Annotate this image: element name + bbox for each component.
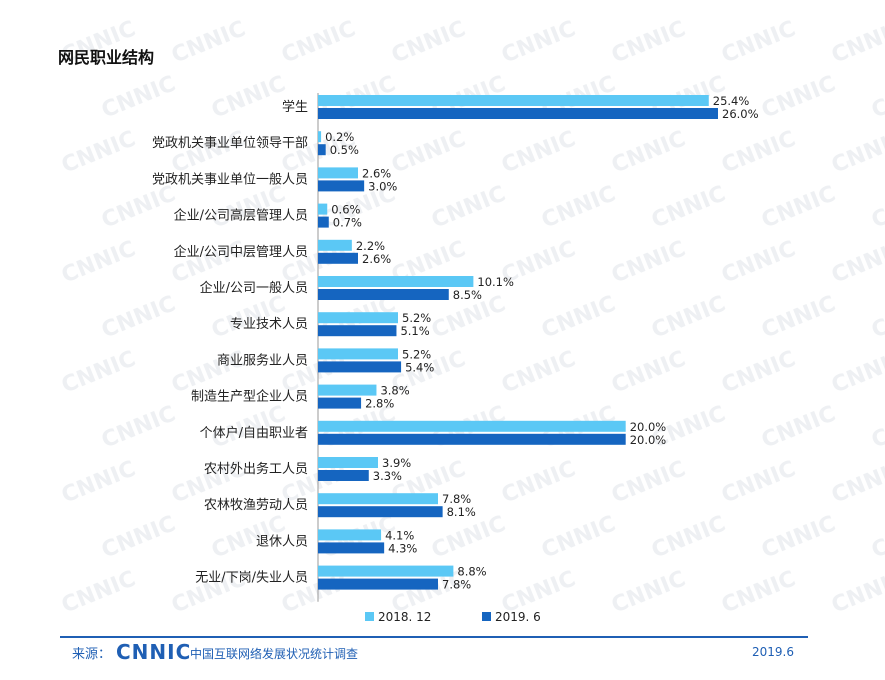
- bar: [318, 529, 382, 541]
- data-label: 5.2%: [402, 347, 431, 361]
- category-label: 退休人员: [256, 534, 308, 549]
- bar: [318, 493, 438, 505]
- bar: [318, 131, 322, 143]
- cnnic-logo: CNNIC: [116, 640, 192, 664]
- data-label: 0.2%: [325, 130, 354, 144]
- data-label: 0.7%: [333, 216, 362, 230]
- category-label: 企业/公司中层管理人员: [174, 244, 308, 260]
- footer-date: 2019.6: [752, 645, 794, 659]
- bar: [318, 506, 443, 518]
- bar: [318, 239, 352, 251]
- bar: [318, 457, 378, 468]
- bar: [318, 203, 328, 215]
- bar: [318, 433, 626, 445]
- data-label: 4.3%: [388, 541, 417, 555]
- data-label: 5.4%: [405, 360, 434, 374]
- footer-source-label: 来源：: [72, 647, 112, 662]
- data-label: 2.8%: [365, 397, 394, 411]
- category-label: 商业服务业人员: [217, 352, 308, 368]
- category-label: 党政机关事业单位一般人员: [152, 171, 308, 187]
- category-label: 个体户/自由职业者: [200, 425, 308, 441]
- data-label: 8.8%: [457, 565, 486, 579]
- data-label: 2.6%: [362, 166, 391, 180]
- bar: [318, 252, 358, 264]
- data-label: 26.0%: [722, 107, 759, 121]
- data-label: 10.1%: [477, 275, 514, 289]
- data-label: 3.0%: [368, 179, 397, 193]
- bar: [318, 325, 397, 337]
- bar: [318, 361, 402, 373]
- data-label: 5.1%: [400, 324, 429, 338]
- data-label: 4.1%: [385, 528, 414, 542]
- bar: [318, 397, 362, 409]
- data-label: 8.5%: [453, 288, 482, 302]
- category-label: 党政机关事业单位领导干部: [152, 136, 308, 151]
- bar: [318, 289, 449, 300]
- bar: [318, 542, 385, 554]
- bar: [318, 216, 329, 228]
- data-label: 25.4%: [713, 94, 750, 108]
- chart-title: 网民职业结构: [58, 48, 155, 67]
- bar: [318, 276, 474, 287]
- data-label: 2.6%: [362, 252, 391, 266]
- bar: [318, 348, 398, 360]
- category-label: 专业技术人员: [230, 317, 308, 332]
- legend-label: 2019. 6: [495, 610, 541, 624]
- data-label: 5.2%: [402, 311, 431, 325]
- bar: [318, 95, 709, 106]
- data-label: 20.0%: [630, 433, 667, 447]
- data-label: 0.5%: [330, 143, 359, 157]
- data-label: 0.6%: [331, 203, 360, 217]
- bar: [318, 384, 377, 396]
- bar: [318, 108, 718, 119]
- bar: [318, 167, 358, 179]
- data-label: 3.8%: [380, 384, 409, 398]
- footer-divider: [60, 636, 808, 638]
- bar: [318, 578, 438, 590]
- legend-label: 2018. 12: [378, 610, 431, 624]
- category-label: 无业/下岗/失业人员: [195, 571, 308, 586]
- bar: [318, 180, 365, 192]
- bar: [318, 312, 398, 324]
- category-label: 农林牧渔劳动人员: [204, 497, 308, 513]
- data-label: 3.3%: [373, 469, 402, 483]
- bar: [318, 565, 454, 577]
- legend-swatch: [482, 612, 491, 621]
- bar-chart: 学生 25.4%26.0% 党政机关事业单位领导干部 0.2%0.5% 党政机关事业单位…: [152, 93, 759, 624]
- bar: [318, 470, 369, 481]
- footer-organization: 中国互联网络发展状况统计调查: [190, 647, 359, 661]
- category-label: 企业/公司一般人员: [200, 280, 308, 296]
- data-label: 7.8%: [442, 492, 471, 506]
- category-label: 制造生产型企业人员: [191, 389, 308, 405]
- data-label: 20.0%: [630, 420, 667, 434]
- category-label: 企业/公司高层管理人员: [174, 208, 308, 224]
- data-label: 8.1%: [447, 505, 476, 519]
- data-label: 7.8%: [442, 578, 471, 592]
- data-label: 2.2%: [356, 239, 385, 253]
- data-label: 3.9%: [382, 456, 411, 470]
- category-label: 农村外出务工人员: [204, 461, 308, 477]
- category-label: 学生: [282, 99, 308, 115]
- bar: [318, 420, 626, 432]
- legend-swatch: [365, 612, 374, 621]
- bar: [318, 144, 326, 156]
